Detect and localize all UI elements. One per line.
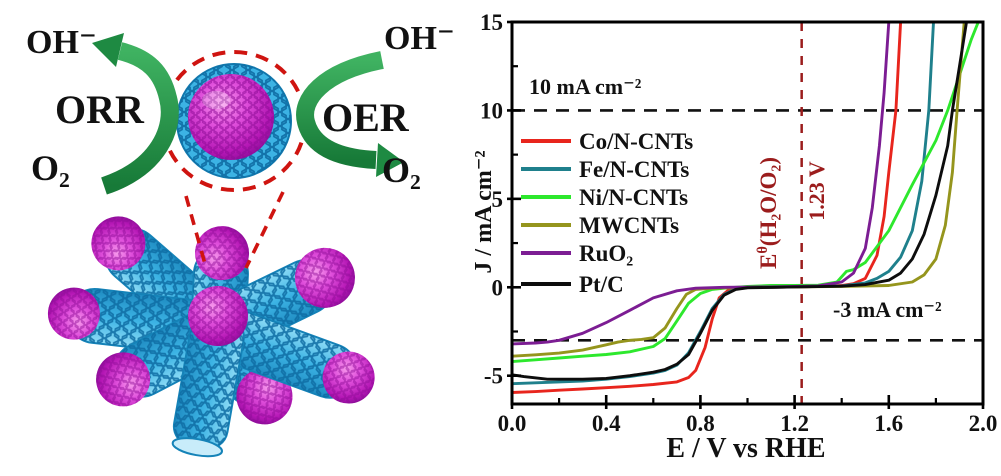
legend-label-pt-c: Pt/C xyxy=(579,271,624,297)
svg-text:2.0: 2.0 xyxy=(969,411,998,436)
svg-text:5: 5 xyxy=(492,187,504,212)
svg-text:0.8: 0.8 xyxy=(686,411,715,436)
legend-swatch-pt-c xyxy=(521,282,571,286)
legend-swatch-co-n-cnts xyxy=(521,139,571,143)
e-std-sup: θ xyxy=(755,246,772,254)
legend-item-pt-c: Pt/C xyxy=(521,270,624,298)
oer-arrow xyxy=(296,51,404,177)
legend-label-mwcnts: MWCNTs xyxy=(579,212,680,238)
legend-label-co-n-cnts: Co/N-CNTs xyxy=(579,128,694,154)
vline-value-annotation: 1.23 V xyxy=(804,161,829,221)
orr-arrow xyxy=(92,33,179,195)
svg-text:1.6: 1.6 xyxy=(874,411,903,436)
legend-swatch-ni-n-cnts xyxy=(521,195,571,199)
svg-text:1.2: 1.2 xyxy=(780,411,809,436)
legend-label-ni-n-cnts: Ni/N-CNTs xyxy=(579,184,689,210)
o2-label-right: O₂ xyxy=(382,150,421,190)
e-std-formula: (H₂O/O₂) xyxy=(755,157,781,247)
svg-text:10: 10 xyxy=(480,98,503,123)
x-axis-title: E / V vs RHE xyxy=(666,433,826,464)
legend-swatch-ruo2 xyxy=(521,251,571,255)
orr-label: ORR xyxy=(55,87,144,132)
svg-text:0.0: 0.0 xyxy=(498,411,527,436)
oh-minus-label-left: OH⁻ xyxy=(26,24,97,61)
legend-label-ruo2: RuO₂ xyxy=(579,240,634,266)
callout-dashed-lines xyxy=(184,191,285,269)
legend-swatch-fe-n-cnts xyxy=(521,167,571,171)
legend-item-ni-n-cnts: Ni/N-CNTs xyxy=(521,183,688,211)
svg-text:0.4: 0.4 xyxy=(592,411,621,436)
legend-label-fe-n-cnts: Fe/N-CNTs xyxy=(579,156,690,182)
cnt-cluster xyxy=(47,216,375,458)
legend-swatch-mwcnts xyxy=(521,223,571,227)
hline-10-annotation: 10 mA cm⁻² xyxy=(529,74,642,99)
svg-text:15: 15 xyxy=(480,10,503,35)
oh-minus-label-right: OH⁻ xyxy=(384,20,455,57)
standard-potential-annotation: Eθ(H₂O/O₂) xyxy=(755,157,781,269)
magnified-particle xyxy=(161,50,307,192)
svg-text:-5: -5 xyxy=(484,364,503,389)
hline-minus3-annotation: -3 mA cm⁻² xyxy=(833,297,942,322)
legend-item-mwcnts: MWCNTs xyxy=(521,211,679,239)
oer-label: OER xyxy=(322,95,409,140)
o2-label-left: O₂ xyxy=(31,148,70,188)
y-axis-title: J / mA cm⁻² xyxy=(471,150,497,274)
e-std-base: E xyxy=(755,253,781,269)
legend-item-fe-n-cnts: Fe/N-CNTs xyxy=(521,155,689,183)
legend-item-ruo2: RuO₂ xyxy=(521,239,633,267)
svg-text:0: 0 xyxy=(492,275,504,300)
legend-item-co-n-cnts: Co/N-CNTs xyxy=(521,127,693,155)
